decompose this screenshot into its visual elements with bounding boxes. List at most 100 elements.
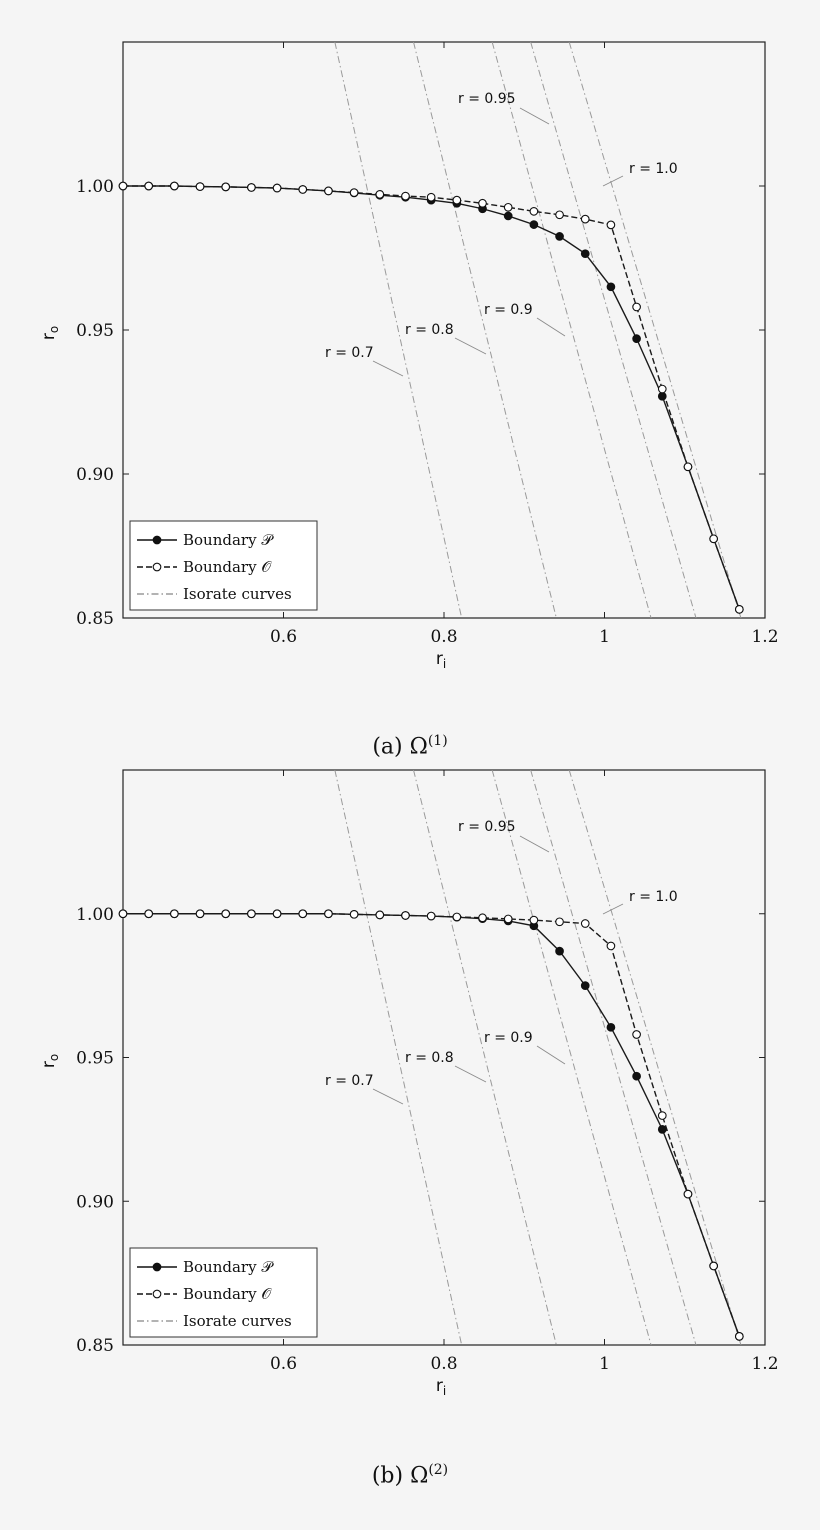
boundary-o-point xyxy=(221,182,231,192)
boundary-o-point xyxy=(580,919,590,928)
boundary-o-point xyxy=(221,909,231,919)
legend-label: Boundary 𝒫 xyxy=(183,531,274,549)
boundary-o-point xyxy=(272,909,282,919)
x-axis-label: ri xyxy=(436,649,446,671)
boundary-o-point xyxy=(349,909,359,919)
isorate-leader xyxy=(602,903,624,915)
boundary-o-point xyxy=(195,909,205,919)
boundary-o-point xyxy=(349,188,359,197)
x-tick-label: 0.8 xyxy=(430,627,457,647)
boundary-o-point xyxy=(298,909,308,919)
y-tick-label: 1.00 xyxy=(76,905,114,925)
isorate-curve xyxy=(334,770,463,1345)
boundary-o-point xyxy=(144,181,154,191)
x-tick-label: 1 xyxy=(599,627,610,647)
isorate-leader xyxy=(536,317,566,337)
boundary-o-point xyxy=(555,917,564,927)
boundary-o-point xyxy=(657,1111,667,1120)
legend-box xyxy=(129,1247,318,1338)
y-tick-label: 0.90 xyxy=(76,465,114,485)
boundary-p-point xyxy=(503,211,513,221)
isorate-leader xyxy=(454,337,487,355)
boundary-o-point xyxy=(247,183,256,192)
isorate-curve xyxy=(491,42,652,618)
x-tick-label: 0.6 xyxy=(270,1354,297,1374)
y-axis-label: ro xyxy=(39,326,61,340)
boundary-p-point xyxy=(632,334,641,343)
boundary-o-point xyxy=(324,186,333,196)
boundary-o-point xyxy=(478,913,487,923)
boundary-o-point xyxy=(683,462,693,472)
boundary-o-point xyxy=(247,909,256,919)
y-tick-label: 0.85 xyxy=(76,609,114,629)
isorate-curve xyxy=(334,42,463,618)
boundary-o-point xyxy=(734,1332,744,1341)
boundary-p-point xyxy=(632,1071,641,1081)
boundary-o-point xyxy=(503,202,513,212)
boundary-p-point xyxy=(529,220,539,229)
x-tick-label: 1 xyxy=(599,1354,610,1374)
isorate-label: r = 1.0 xyxy=(629,161,678,177)
isorate-curves xyxy=(334,770,742,1345)
legend-marker xyxy=(152,1289,162,1299)
boundary-o-point xyxy=(657,384,667,394)
boundary-o-point xyxy=(401,911,410,920)
isorate-leader xyxy=(372,360,404,377)
legend-label: Boundary 𝒫 xyxy=(183,1258,274,1276)
legend-label: Isorate curves xyxy=(183,585,292,603)
boundary-o-point xyxy=(375,910,385,920)
boundary-o-point xyxy=(632,1030,641,1039)
isorate-leader xyxy=(602,175,624,187)
isorate-leader xyxy=(372,1088,404,1105)
figure-a: 0.6 0.8 1 1.2 0.85 0.90 0.95 1.00 ri ro r = 0.7 r =… xyxy=(39,41,779,760)
isorate-leader xyxy=(519,835,550,853)
caption-a: (a) Ω(1) xyxy=(372,733,448,760)
boundary-p-point xyxy=(657,391,667,401)
boundary-o-point xyxy=(195,182,205,191)
boundary-p-point xyxy=(555,232,564,241)
boundary-o-point xyxy=(555,210,564,220)
legend-label: Boundary 𝒪 xyxy=(183,1285,272,1303)
isorate-curve xyxy=(568,770,742,1345)
isorate-curve xyxy=(413,770,557,1345)
isorate-curve xyxy=(530,42,697,618)
legend-marker xyxy=(152,1262,162,1272)
boundary-o-point xyxy=(401,191,410,201)
y-tick-label: 0.95 xyxy=(76,1049,114,1069)
isorate-leader xyxy=(454,1065,487,1083)
legend-marker xyxy=(152,562,162,572)
y-axis-label: ro xyxy=(39,1054,61,1068)
boundary-o-point xyxy=(632,302,641,312)
boundary-o-point xyxy=(426,192,436,202)
x-tick-label: 1.2 xyxy=(751,1354,778,1374)
y-axis-label-group: ro xyxy=(39,326,61,340)
legend: Boundary 𝒫 Boundary 𝒪 Isorate curves xyxy=(129,1247,318,1338)
legend-label: Boundary 𝒪 xyxy=(183,558,272,576)
boundary-o-point xyxy=(606,220,616,230)
isorate-label: r = 0.8 xyxy=(405,1050,454,1066)
boundary-o-point xyxy=(529,915,539,925)
boundary-p-point xyxy=(580,981,590,990)
y-tick-label: 1.00 xyxy=(76,177,114,197)
x-axis-label: ri xyxy=(436,1376,446,1398)
legend: Boundary 𝒫 Boundary 𝒪 Isorate curves xyxy=(129,520,318,611)
boundary-o-point xyxy=(272,183,282,193)
isorate-label: r = 0.95 xyxy=(458,91,516,107)
boundary-o-point xyxy=(709,1261,718,1271)
boundary-o-point xyxy=(683,1189,693,1199)
boundary-o-point xyxy=(144,909,154,919)
isorate-curve xyxy=(568,42,742,618)
boundary-p-point xyxy=(580,249,590,259)
legend-marker xyxy=(152,535,162,545)
boundary-o-point xyxy=(298,185,308,194)
boundary-o-point xyxy=(118,909,128,919)
isorate-curves xyxy=(334,42,742,618)
chart-b: 0.6 0.8 1 1.2 0.85 0.90 0.95 1.00 ri ro r = 0.7 r =… xyxy=(39,769,779,1398)
x-tick-label: 0.8 xyxy=(430,1354,457,1374)
boundary-o-point xyxy=(580,214,590,224)
y-tick-label: 0.95 xyxy=(76,321,114,341)
boundary-o-point xyxy=(478,198,487,208)
boundary-o-point xyxy=(503,914,513,924)
boundary-o-point xyxy=(452,912,462,922)
boundary-o-point xyxy=(452,195,462,205)
